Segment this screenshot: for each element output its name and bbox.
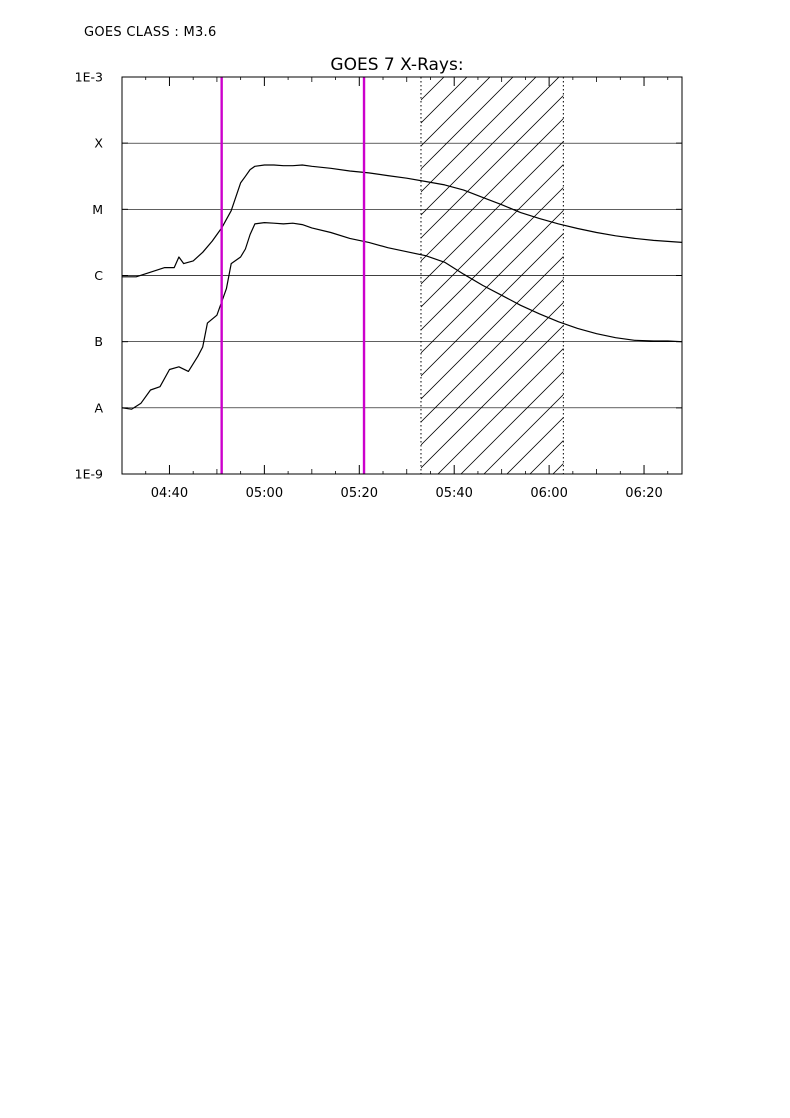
x-tick-label: 06:20 xyxy=(625,486,662,501)
chart-title: GOES 7 X-Rays: xyxy=(330,55,463,75)
grid-lines xyxy=(122,142,682,409)
x-tick-label: 05:40 xyxy=(435,486,472,501)
x-axis-ticks: 04:40 05:00 05:20 05:40 06:00 06:20 xyxy=(121,77,669,501)
goes-class-label: GOES CLASS : M3.6 xyxy=(84,25,217,40)
y-tick-label: C xyxy=(94,268,103,283)
x-tick-label: 04:40 xyxy=(151,486,188,501)
x-tick-label: 05:20 xyxy=(341,486,378,501)
vertical-markers xyxy=(220,77,366,474)
x-tick-label: 06:00 xyxy=(530,486,567,501)
y-tick-label: 1E-3 xyxy=(75,70,103,85)
y-tick-label: 1E-9 xyxy=(75,467,103,482)
series-line-1 xyxy=(122,164,682,278)
y-axis-ticks: 1E-3 X M C B A 1E-9 xyxy=(75,70,682,482)
x-tick-label: 05:00 xyxy=(246,486,283,501)
series-lines xyxy=(122,164,682,410)
y-tick-label: A xyxy=(94,400,103,415)
y-tick-label: B xyxy=(94,334,103,349)
y-tick-label: M xyxy=(92,202,103,217)
series-line-2 xyxy=(122,222,682,410)
y-tick-label: X xyxy=(94,136,103,151)
